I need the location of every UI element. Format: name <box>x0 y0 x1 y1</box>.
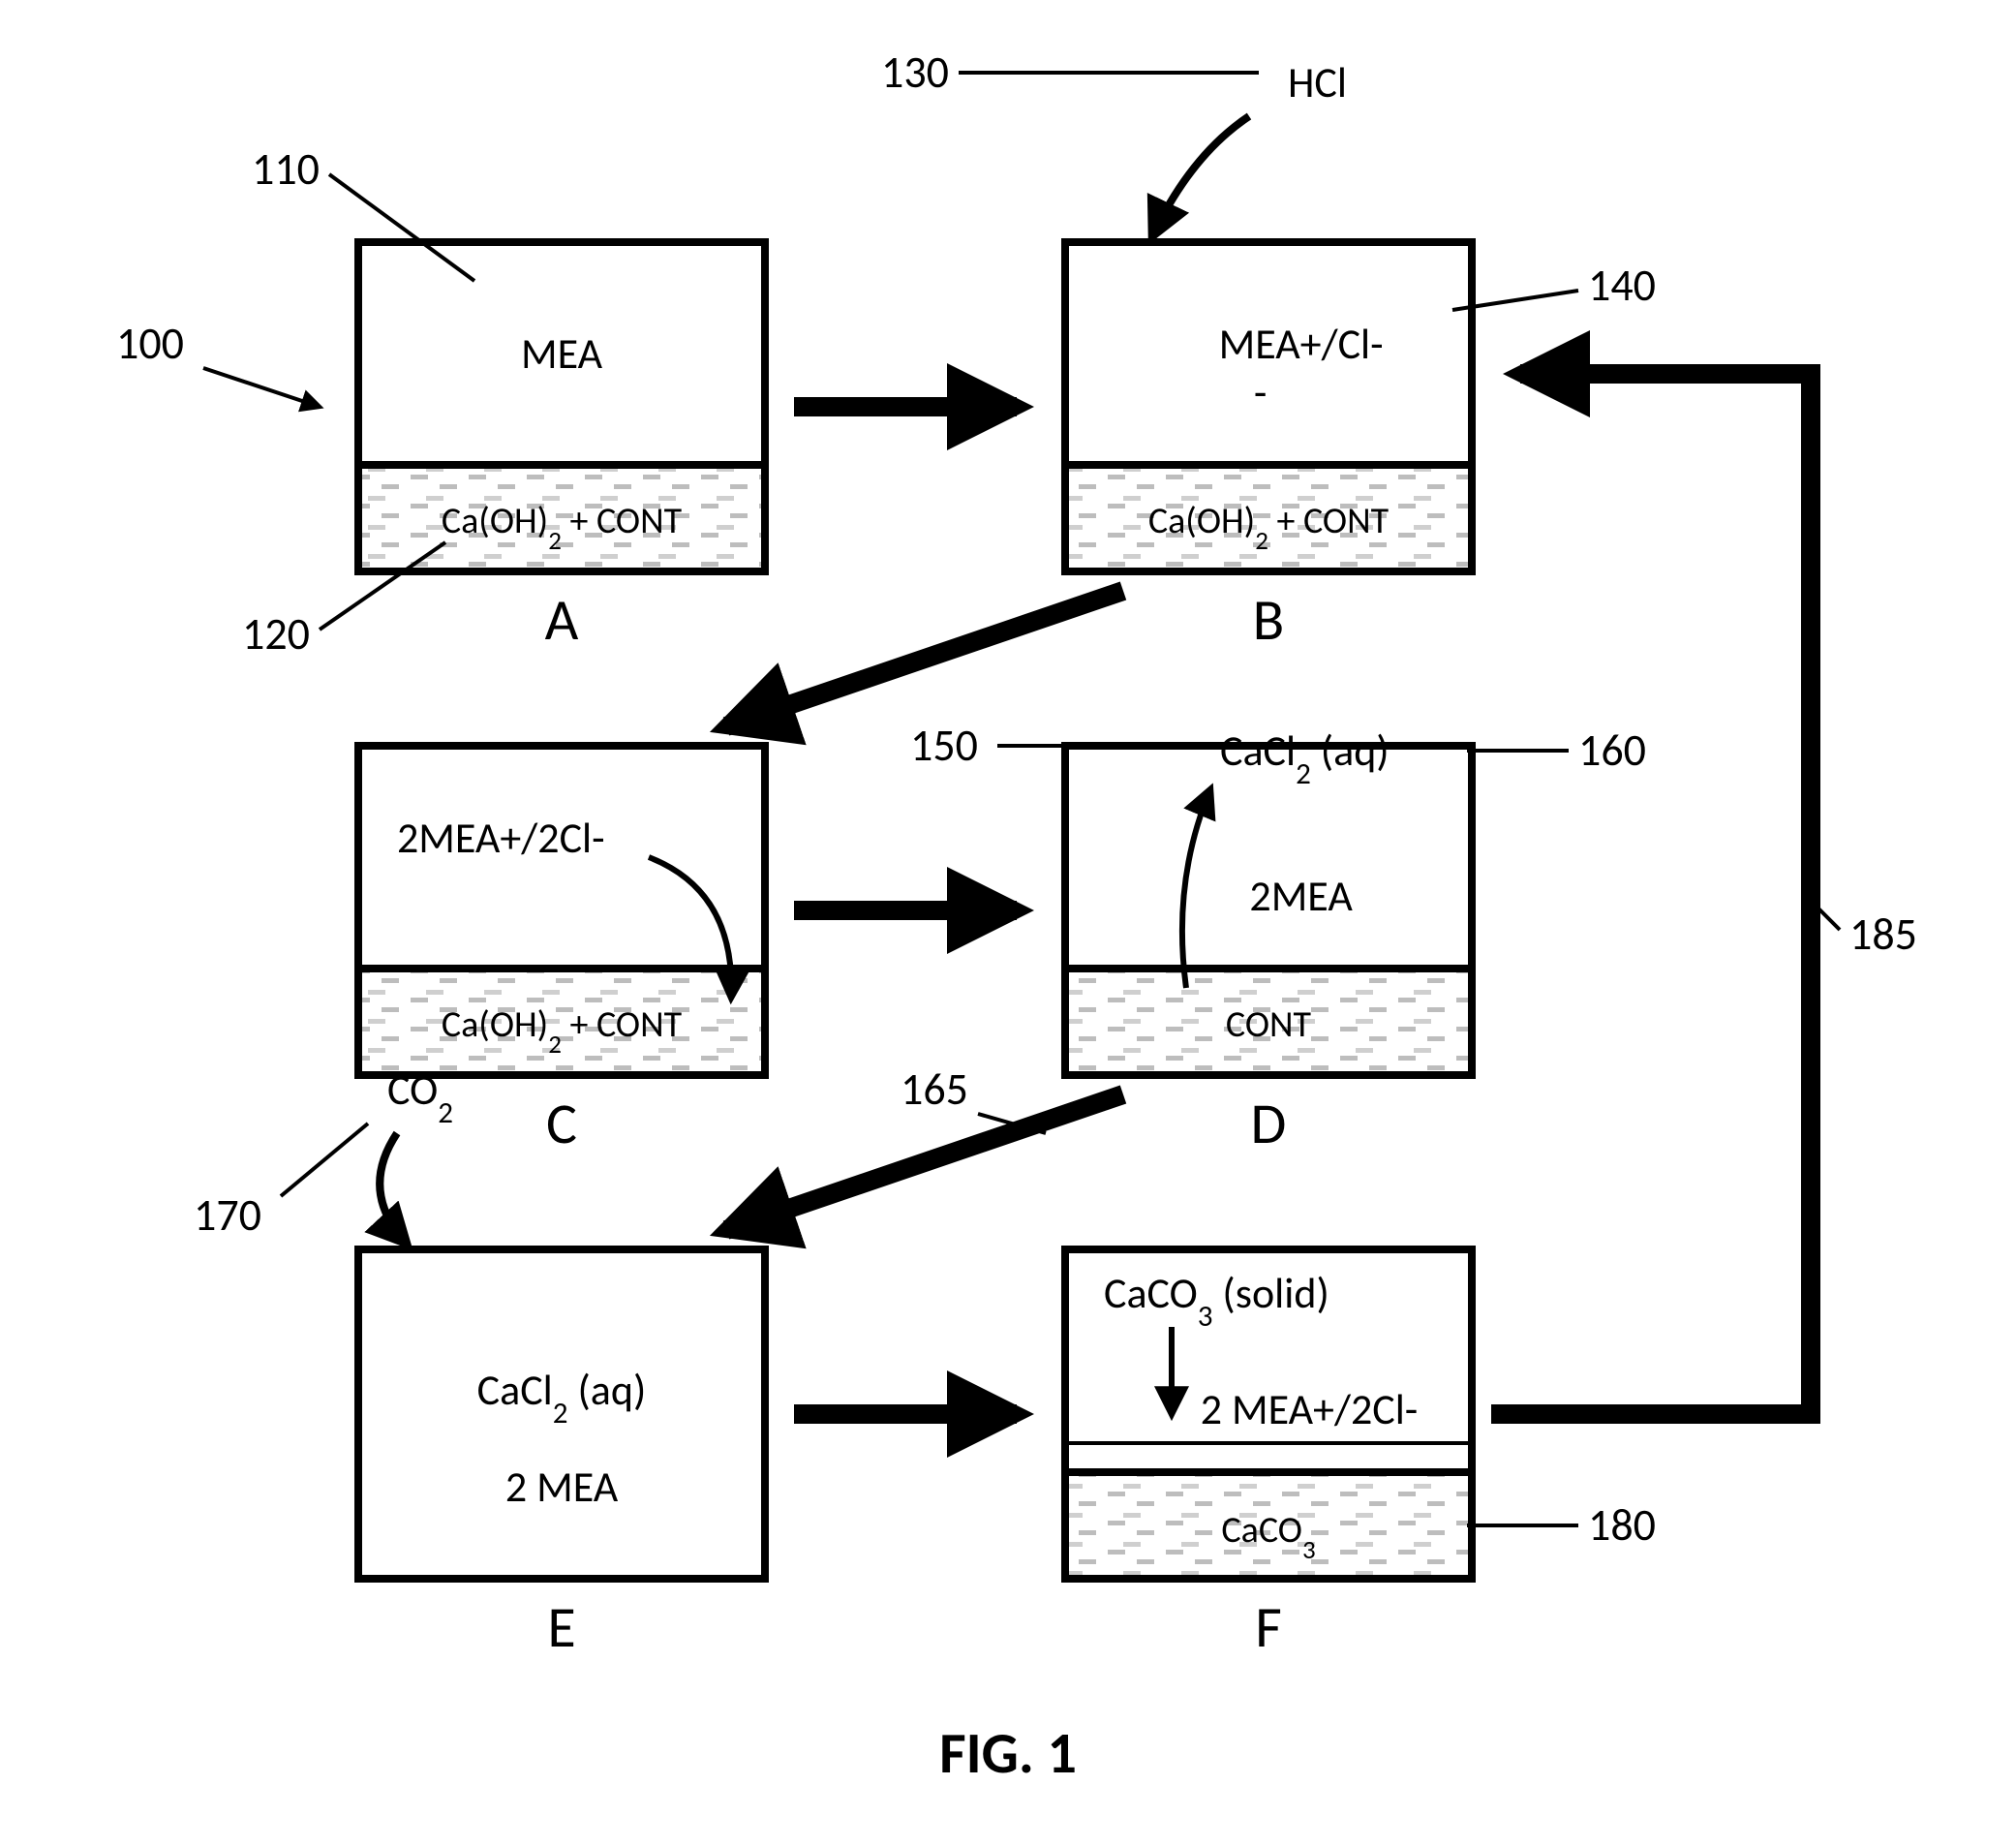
ref-165: 165 <box>901 1062 968 1117</box>
box-label-B: B <box>1253 585 1285 656</box>
box-B: Ca(OH)2 + CONT <box>1065 242 1472 571</box>
box-b-upper: MEA+/Cl- <box>1219 318 1384 370</box>
box-label-C: C <box>546 1089 577 1159</box>
box-label-F: F <box>1255 1592 1282 1663</box>
box-label-A: A <box>545 585 579 656</box>
ref-120: 120 <box>242 607 310 662</box>
ref-110: 110 <box>252 142 320 197</box>
figure-caption: FIG. 1 <box>939 1718 1077 1789</box>
box-label-E: E <box>547 1592 575 1663</box>
arrow-co2-in <box>380 1133 407 1244</box>
ref-170: 170 <box>194 1188 261 1243</box>
arrow-recycle-F-B <box>1491 374 1811 1414</box>
box-A: Ca(OH)2 + CONT <box>358 242 765 571</box>
box-d-mid: 2MEA <box>1249 870 1353 922</box>
box-label-D: D <box>1251 1089 1287 1159</box>
ref-130: 130 <box>881 46 949 100</box>
box-d-lower: CONT <box>1226 1002 1312 1047</box>
hcl-label: HCl <box>1288 56 1347 108</box>
ref-140: 140 <box>1588 259 1656 313</box>
box-C: Ca(OH)2 + CONT <box>358 746 765 1075</box>
leader-100 <box>203 368 320 407</box>
ref-160: 160 <box>1578 723 1646 778</box>
box-c-upper: 2MEA+/2Cl- <box>397 812 605 864</box>
box-E: CaCl2 (aq) <box>358 1249 765 1579</box>
box-b-upper-minus: - <box>1254 366 1267 418</box>
leader-170 <box>281 1124 368 1196</box>
box-f-mid: 2 MEA+/2Cl- <box>1201 1383 1419 1435</box>
arrow-hcl-in <box>1152 116 1249 236</box>
ref-185: 185 <box>1849 908 1917 962</box>
box-a-upper: MEA <box>521 327 603 380</box>
ref-150: 150 <box>910 719 978 773</box>
ref-100: 100 <box>116 317 184 371</box>
ref-180: 180 <box>1588 1498 1656 1553</box>
arrow-B-C <box>726 591 1123 726</box>
box-e-l2: 2 MEA <box>505 1461 619 1513</box>
